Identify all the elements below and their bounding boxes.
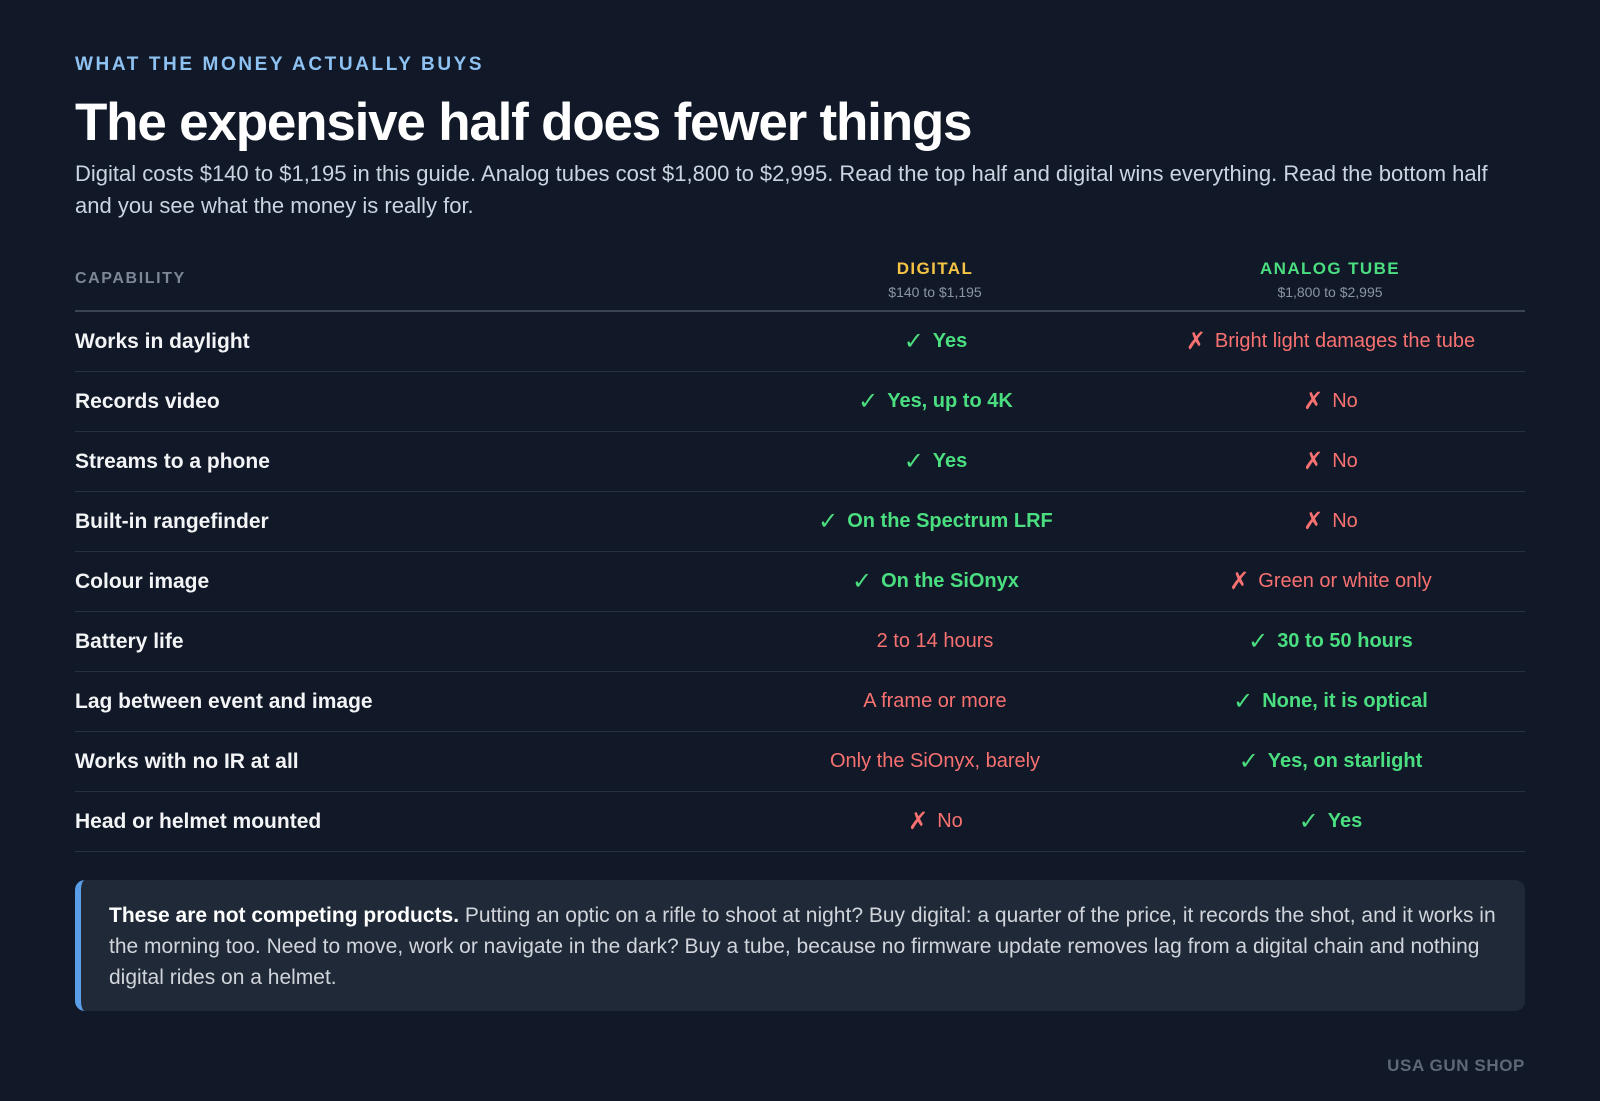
digital-cell-text: On the Spectrum LRF bbox=[847, 510, 1053, 532]
analog-cell: ✗ Green or white only bbox=[1135, 567, 1525, 596]
analog-cell-text: No bbox=[1332, 450, 1358, 472]
digital-cell: ✗ No bbox=[735, 807, 1135, 836]
check-icon: ✓ bbox=[1248, 628, 1269, 655]
analog-cell: ✓ None, it is optical bbox=[1135, 687, 1525, 716]
header-analog-price: $1,800 to $2,995 bbox=[1277, 283, 1383, 300]
table-header: CAPABILITY DIGITAL $140 to $1,195 ANALOG… bbox=[75, 248, 1525, 312]
check-icon: ✓ bbox=[818, 508, 839, 535]
analog-cell: ✓ Yes, on starlight bbox=[1135, 747, 1525, 776]
cross-icon: ✗ bbox=[1185, 328, 1206, 355]
analog-cell-text: No bbox=[1332, 390, 1358, 412]
check-icon: ✓ bbox=[858, 388, 879, 415]
cross-icon: ✗ bbox=[1303, 448, 1324, 475]
row-label: Records video bbox=[75, 389, 220, 413]
check-icon: ✓ bbox=[1233, 688, 1254, 715]
eyebrow: WHAT THE MONEY ACTUALLY BUYS bbox=[75, 54, 485, 75]
digital-cell: ✓ On the Spectrum LRF bbox=[735, 507, 1135, 536]
cross-icon: ✗ bbox=[1229, 568, 1250, 595]
header-analog-name: ANALOG TUBE bbox=[1259, 258, 1401, 278]
page-subtitle: Digital costs $140 to $1,195 in this gui… bbox=[75, 161, 1488, 218]
cross-icon: ✗ bbox=[908, 808, 929, 835]
cross-icon: ✗ bbox=[1303, 508, 1324, 535]
check-icon: ✓ bbox=[903, 328, 924, 355]
row-label: Head or helmet mounted bbox=[75, 809, 322, 833]
header-digital-price: $140 to $1,195 bbox=[888, 283, 982, 300]
check-icon: ✓ bbox=[903, 448, 924, 475]
digital-cell: Only the SiOnyx, barely bbox=[735, 750, 1135, 773]
digital-cell: ✓ Yes, up to 4K bbox=[735, 387, 1135, 416]
row-label: Streams to a phone bbox=[75, 449, 270, 473]
table-row: Streams to a phone ✓ Yes ✗ No bbox=[75, 432, 1525, 492]
table-body: Works in daylight ✓ Yes ✗ Bright light damag… bbox=[75, 312, 1525, 852]
row-label: Works with no IR at all bbox=[75, 749, 299, 773]
digital-cell: ✓ On the SiOnyx bbox=[735, 567, 1135, 596]
digital-cell-text: Yes bbox=[932, 330, 968, 352]
table-row: Lag between event and image A frame or mo… bbox=[75, 672, 1525, 732]
digital-cell: ✓ Yes bbox=[735, 327, 1135, 356]
table-row: Head or helmet mounted ✗ No ✓ Yes bbox=[75, 792, 1525, 852]
row-label: Works in daylight bbox=[75, 329, 250, 353]
analog-cell-text: Yes bbox=[1327, 810, 1363, 832]
comparison-table: CAPABILITY DIGITAL $140 to $1,195 ANALOG… bbox=[75, 248, 1525, 852]
analog-cell: ✓ Yes bbox=[1135, 807, 1525, 836]
table-row: Colour image ✓ On the SiOnyx ✗ Green or whit… bbox=[75, 552, 1525, 612]
digital-cell-text: 2 to 14 hours bbox=[876, 630, 994, 652]
analog-cell-text: Bright light damages the tube bbox=[1214, 330, 1476, 352]
analog-cell: ✗ No bbox=[1135, 387, 1525, 416]
table-row: Built-in rangefinder ✓ On the Spectrum LRF… bbox=[75, 492, 1525, 552]
analog-cell-text: No bbox=[1332, 510, 1358, 532]
row-label: Colour image bbox=[75, 569, 210, 593]
row-label: Built-in rangefinder bbox=[75, 509, 269, 533]
note-callout: These are not competing products. Puttin… bbox=[75, 880, 1525, 1011]
digital-cell: ✓ Yes bbox=[735, 447, 1135, 476]
table-row: Battery life 2 to 14 hours ✓ 30 to 50 hours bbox=[75, 612, 1525, 672]
check-icon: ✓ bbox=[1298, 808, 1319, 835]
cross-icon: ✗ bbox=[1303, 388, 1324, 415]
analog-cell-text: Yes, on starlight bbox=[1267, 750, 1423, 772]
header-digital-name: DIGITAL bbox=[896, 258, 974, 278]
digital-cell-text: A frame or more bbox=[863, 690, 1007, 712]
note-lead: These are not competing products. bbox=[109, 904, 460, 927]
check-icon: ✓ bbox=[1238, 748, 1259, 775]
header-capability: CAPABILITY bbox=[75, 270, 186, 287]
analog-cell: ✗ No bbox=[1135, 507, 1525, 536]
row-label: Lag between event and image bbox=[75, 689, 373, 713]
digital-cell: A frame or more bbox=[735, 690, 1135, 713]
analog-cell-text: 30 to 50 hours bbox=[1277, 630, 1413, 652]
digital-cell-text: Only the SiOnyx, barely bbox=[829, 750, 1041, 772]
table-row: Records video ✓ Yes, up to 4K ✗ No bbox=[75, 372, 1525, 432]
analog-cell: ✓ 30 to 50 hours bbox=[1135, 627, 1525, 656]
brand-label: USA GUN SHOP bbox=[1387, 1056, 1525, 1075]
note-body: Putting an optic on a rifle to shoot at … bbox=[109, 904, 1496, 989]
analog-cell-text: Green or white only bbox=[1258, 570, 1432, 592]
row-label: Battery life bbox=[75, 629, 184, 653]
digital-cell-text: On the SiOnyx bbox=[881, 570, 1019, 592]
page-title: The expensive half does fewer things bbox=[75, 93, 973, 152]
digital-cell-text: Yes, up to 4K bbox=[887, 390, 1013, 412]
digital-cell-text: No bbox=[937, 810, 963, 832]
table-row: Works in daylight ✓ Yes ✗ Bright light damag… bbox=[75, 312, 1525, 372]
table-row: Works with no IR at all Only the SiOnyx, … bbox=[75, 732, 1525, 792]
digital-cell: 2 to 14 hours bbox=[735, 630, 1135, 653]
analog-cell: ✗ Bright light damages the tube bbox=[1135, 327, 1525, 356]
check-icon: ✓ bbox=[852, 568, 873, 595]
analog-cell-text: None, it is optical bbox=[1262, 690, 1428, 712]
analog-cell: ✗ No bbox=[1135, 447, 1525, 476]
digital-cell-text: Yes bbox=[932, 450, 968, 472]
header-analog: ANALOG TUBE $1,800 to $2,995 bbox=[1135, 259, 1525, 300]
header-digital: DIGITAL $140 to $1,195 bbox=[735, 259, 1135, 300]
